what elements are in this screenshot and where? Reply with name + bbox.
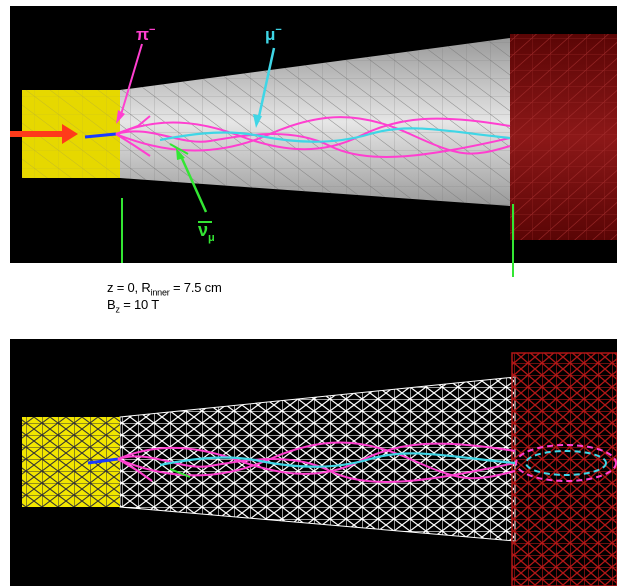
shaded-view-svg: π− μ− νμ (10, 24, 617, 263)
beam-arrow (10, 124, 78, 144)
pion-label-arrow (119, 43, 143, 119)
muon-tracks-wire (159, 452, 516, 468)
beam-particle-track (84, 132, 117, 139)
pion-tracks (115, 115, 511, 158)
downstream-marker-ext (512, 263, 514, 277)
neutrino-track-wire (169, 468, 191, 478)
muon-label-arrow (256, 47, 276, 122)
pion-label: π− (136, 24, 155, 44)
neutrino-label: νμ (198, 220, 215, 244)
muon-tracks (159, 127, 511, 143)
wireframe-view-svg (22, 352, 617, 586)
neutrino-label-arrow (178, 153, 208, 213)
muon-label: μ− (265, 24, 282, 44)
downstream-wireframe (512, 353, 617, 586)
solenoid-wireframe (120, 377, 515, 541)
shaded-view-panel: π− μ− νμ (10, 6, 617, 263)
neutrino-track (169, 143, 189, 155)
caption-bz: Bz = 10 T (107, 297, 159, 315)
muon-exit-ring (525, 450, 607, 476)
beam-particle-track-wire (87, 457, 119, 465)
pion-exit-ring (515, 444, 617, 482)
caption-rinner: z = 0, Rinner = 7.5 cm (107, 280, 222, 298)
wireframe-view-panel (10, 339, 617, 586)
